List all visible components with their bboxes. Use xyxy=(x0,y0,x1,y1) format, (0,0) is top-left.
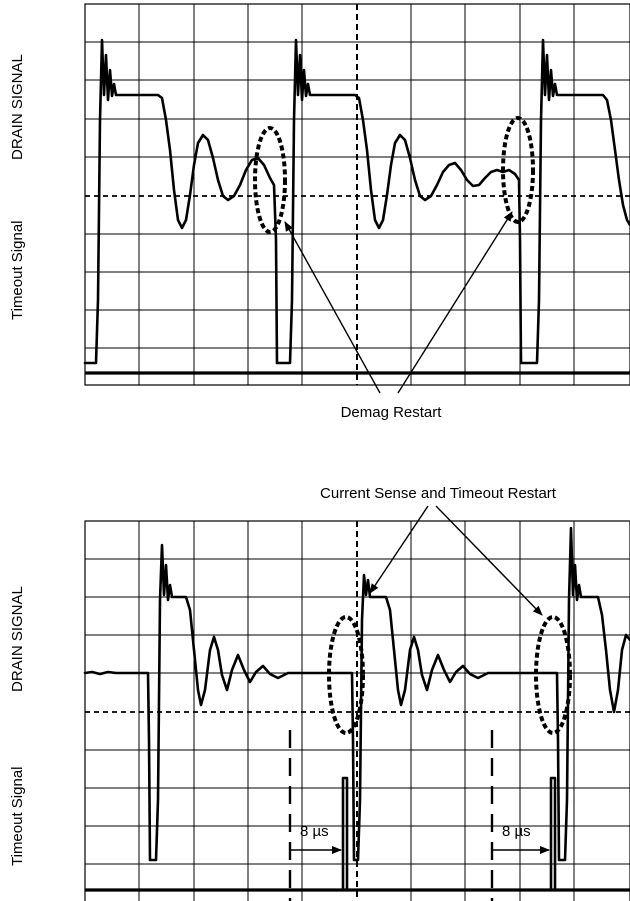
top-timeout-signal-label: Timeout Signal xyxy=(9,221,26,321)
bottom-arrow-1 xyxy=(369,505,429,594)
bottom-arrow-2 xyxy=(435,505,543,616)
bottom-restart-circle-1 xyxy=(327,615,365,735)
top-arrow-2 xyxy=(397,211,513,394)
top-scope: DRAIN SIGNAL Timeout Signal xyxy=(9,3,630,421)
bottom-timeout-pulse-2 xyxy=(549,776,557,892)
bottom-drain-signal-label: DRAIN SIGNAL xyxy=(9,586,26,692)
top-drain-signal-label: DRAIN SIGNAL xyxy=(9,54,26,160)
timeout-8us-label-1: 8 µs xyxy=(300,823,329,840)
bottom-timeout-pulse-1 xyxy=(341,776,349,892)
top-demag-circle-1 xyxy=(253,126,287,234)
bottom-restart-circle-2 xyxy=(534,615,572,735)
current-sense-timeout-restart-label: Current Sense and Timeout Restart xyxy=(320,485,557,502)
bottom-frame xyxy=(84,520,630,901)
timeout-8us-label-2: 8 µs xyxy=(502,823,531,840)
demag-restart-label: Demag Restart xyxy=(341,404,443,421)
top-frame xyxy=(84,3,630,386)
bottom-timeout-signal-label: Timeout Signal xyxy=(9,767,26,867)
top-demag-circle-2 xyxy=(501,116,535,224)
bottom-scope: Current Sense and Timeout Restart DRAIN … xyxy=(9,485,630,901)
top-arrow-1 xyxy=(284,221,381,394)
top-drain-waveform xyxy=(83,38,630,365)
bottom-drain-waveform xyxy=(83,526,630,862)
